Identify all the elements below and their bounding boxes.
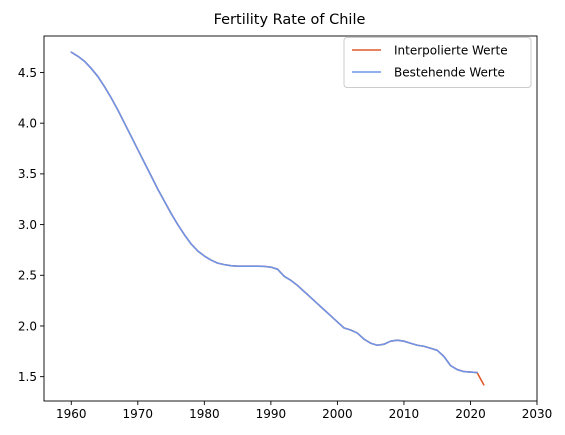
legend-box bbox=[343, 37, 532, 88]
x-tick-label-1970: 1970 bbox=[123, 407, 154, 421]
x-tick-label-2020: 2020 bbox=[455, 407, 486, 421]
x-tick-label-2030: 2030 bbox=[522, 407, 553, 421]
x-tick-label-1980: 1980 bbox=[189, 407, 220, 421]
legend: Interpolierte Werte Bestehende Werte bbox=[343, 37, 532, 88]
legend-label-interpolated: Interpolierte Werte bbox=[394, 44, 508, 58]
axes-layer: 1960 1970 1980 1990 2000 2010 2020 2030 1.5 2.0 2.… bbox=[18, 35, 553, 421]
x-tick-label-1960: 1960 bbox=[56, 407, 87, 421]
y-tick-label-4: 3.5 bbox=[18, 167, 37, 181]
series-line-1 bbox=[70, 51, 478, 374]
y-tick-label-1: 2.0 bbox=[18, 319, 37, 333]
y-tick-label-5: 4.0 bbox=[18, 116, 37, 130]
y-tick-label-2: 2.5 bbox=[18, 269, 37, 283]
x-tick-label-1990: 1990 bbox=[256, 407, 287, 421]
y-tick-label-0: 1.5 bbox=[18, 370, 37, 384]
plot-area bbox=[44, 36, 537, 401]
legend-label-existing: Bestehende Werte bbox=[394, 66, 505, 80]
chart-title: Fertility Rate of Chile bbox=[214, 12, 366, 28]
x-tick-label-2010: 2010 bbox=[389, 407, 420, 421]
axes-frame bbox=[43, 35, 538, 402]
plot-background bbox=[44, 36, 537, 401]
x-tick-label-2000: 2000 bbox=[322, 407, 353, 421]
y-tick-label-6: 4.5 bbox=[18, 66, 37, 80]
series-layer bbox=[70, 51, 485, 386]
y-tick-label-3: 3.0 bbox=[18, 218, 37, 232]
